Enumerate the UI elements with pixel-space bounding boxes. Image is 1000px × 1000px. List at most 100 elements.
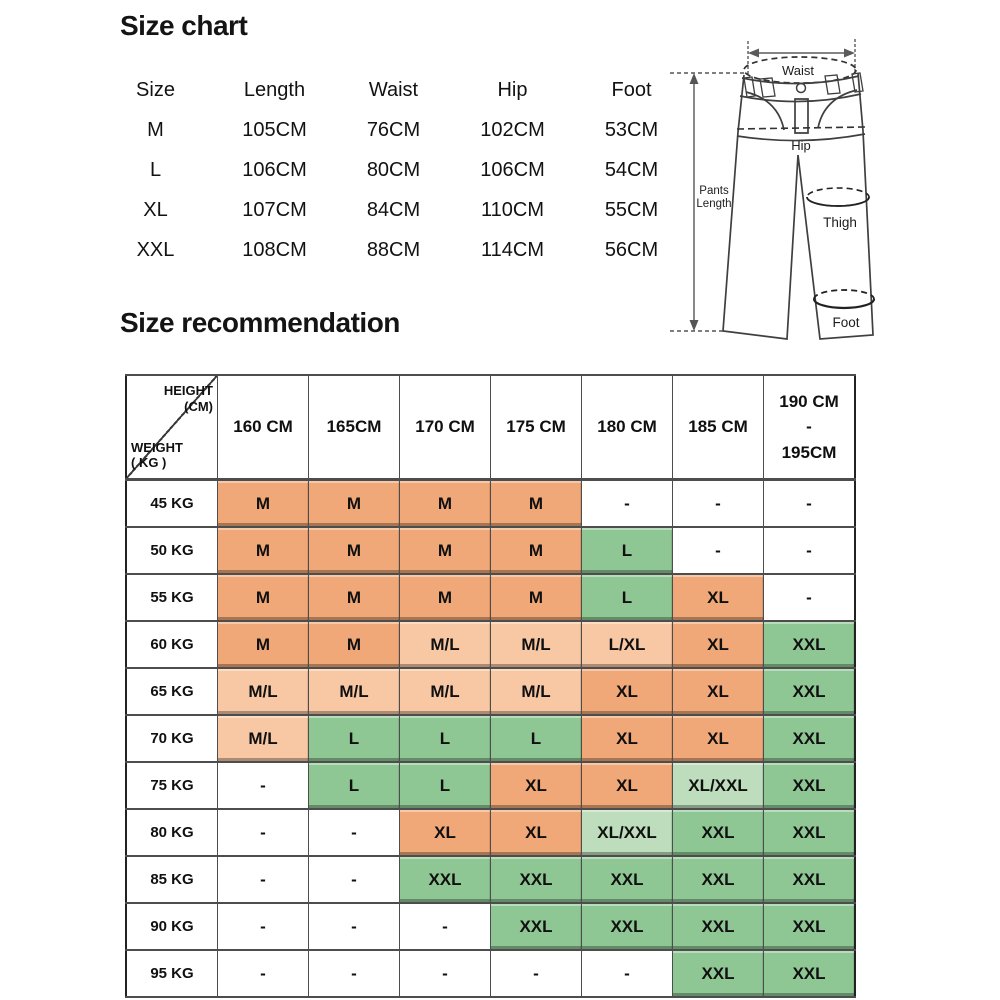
arrowhead-left <box>748 48 759 58</box>
size-chart-value-cell: 102CM <box>480 118 545 141</box>
rec-cell-empty: - <box>217 855 309 904</box>
rec-row: 60 KG M M M/L M/L L/XL XL XXL <box>125 620 856 669</box>
size-chart-value-cell: 56CM <box>604 238 659 261</box>
axis-corner-cell: HEIGHT (CM) WEIGHT ( KG ) <box>125 374 218 481</box>
foot-label: Foot <box>832 315 859 330</box>
rec-cell-size: M <box>308 573 400 622</box>
rec-cell-size: M/L <box>308 667 400 716</box>
rec-row: 65 KG M/L M/L M/L M/L XL XL XXL <box>125 667 856 716</box>
size-chart-row: L 106CM 80CM 106CM 54CM <box>96 150 691 190</box>
rec-cell-size: L <box>581 526 673 575</box>
arrowhead-up <box>689 73 699 84</box>
size-chart-column-header: Foot <box>611 78 652 101</box>
size-chart-value-cell: 107CM <box>242 198 307 221</box>
rec-cell-size: XXL <box>763 761 856 810</box>
waist-label: Waist <box>782 63 814 78</box>
rec-cell-size: M <box>308 478 400 528</box>
rec-row: 75 KG - L L XL XL XL/XXL XXL <box>125 761 856 810</box>
size-chart-column-header: Length <box>243 78 306 101</box>
rec-cell-size: M <box>399 526 491 575</box>
rec-cell-empty: - <box>581 949 673 998</box>
size-chart-size-cell: L <box>149 158 162 181</box>
size-chart-body: M 105CM 76CM 102CM 53CM L 106CM 80CM 106CM 54CM XL… <box>96 110 691 270</box>
rec-cell-size: M <box>217 620 309 669</box>
rec-cell-empty: - <box>308 902 400 951</box>
rec-cell-empty: - <box>308 808 400 857</box>
rec-cell-size: XXL <box>763 620 856 669</box>
size-chart-column-header: Waist <box>368 78 419 101</box>
rec-cell-size: M/L <box>490 620 582 669</box>
rec-cell-empty: - <box>672 478 764 528</box>
rec-cell-size: M/L <box>217 714 309 763</box>
size-chart-table: Size Length Waist Hip Foot M 105CM 76CM 102CM 53… <box>96 70 691 270</box>
rec-cell-size: XL <box>581 761 673 810</box>
rec-cell-size: XXL <box>399 855 491 904</box>
rec-weight-label: 50 KG <box>125 526 218 575</box>
pants-length-arrow <box>670 72 746 332</box>
size-chart-title: Size chart <box>120 10 248 41</box>
rec-cell-size: XL <box>672 667 764 716</box>
rec-height-column-header: 185 CM <box>672 374 764 481</box>
size-chart-value-cell: 106CM <box>480 158 545 181</box>
rec-cell-size: XXL <box>672 855 764 904</box>
rec-body: 45 KG M M M M - - -50 KG M M M M L - -55 KG M M M M L XL -60 … <box>125 478 856 998</box>
rec-row: 50 KG M M M M L - - <box>125 526 856 575</box>
rec-cell-size: XL <box>672 620 764 669</box>
rec-cell-size: XXL <box>490 902 582 951</box>
rec-cell-size: M <box>308 620 400 669</box>
rec-cell-empty: - <box>217 808 309 857</box>
size-chart-row: XL 107CM 84CM 110CM 55CM <box>96 190 691 230</box>
rec-cell-size: XXL <box>581 902 673 951</box>
rec-cell-size: XXL <box>763 808 856 857</box>
foot-ellipse-back <box>813 289 875 300</box>
rec-cell-size: XL <box>490 808 582 857</box>
rec-height-column-header: 170 CM <box>399 374 491 481</box>
size-chart-value-cell: 55CM <box>604 198 659 221</box>
rec-cell-size: L/XL <box>581 620 673 669</box>
rec-cell-size: M/L <box>490 667 582 716</box>
rec-cell-empty: - <box>217 761 309 810</box>
size-chart-size-cell: XXL <box>136 238 175 261</box>
rec-cell-size: XXL <box>763 667 856 716</box>
rec-cell-empty: - <box>672 526 764 575</box>
size-chart-value-cell: 76CM <box>366 118 421 141</box>
rec-weight-label: 80 KG <box>125 808 218 857</box>
rec-cell-size: XL/XXL <box>581 808 673 857</box>
pants-outline <box>722 72 874 340</box>
rec-cell-empty: - <box>581 478 673 528</box>
rec-row: 95 KG - - - - - XXL XXL <box>125 949 856 998</box>
rec-weight-label: 65 KG <box>125 667 218 716</box>
rec-cell-empty: - <box>763 526 856 575</box>
pants-diagram: Waist Hip Thigh Foot <box>670 39 876 340</box>
rec-cell-empty: - <box>490 949 582 998</box>
rec-cell-size: M/L <box>399 620 491 669</box>
size-chart-value-cell: 108CM <box>242 238 307 261</box>
size-chart-size-cell: XL <box>143 198 168 221</box>
rec-weight-label: 45 KG <box>125 478 218 528</box>
rec-cell-size: XXL <box>763 714 856 763</box>
hip-dashed-line <box>736 126 866 130</box>
size-chart-row: XXL 108CM 88CM 114CM 56CM <box>96 230 691 270</box>
hip-label: Hip <box>791 138 811 153</box>
rec-cell-size: M <box>490 573 582 622</box>
rec-cell-empty: - <box>308 949 400 998</box>
rec-cell-empty: - <box>763 573 856 622</box>
size-chart-value-cell: 88CM <box>366 238 421 261</box>
rec-cell-size: L <box>490 714 582 763</box>
rec-cell-size: L <box>308 761 400 810</box>
rec-cell-size: XXL <box>763 949 856 998</box>
rec-cell-size: M <box>217 478 309 528</box>
size-chart-value-cell: 110CM <box>481 198 544 221</box>
rec-cell-size: M/L <box>217 667 309 716</box>
rec-cell-size: XXL <box>672 949 764 998</box>
rec-cell-size: XXL <box>581 855 673 904</box>
rec-cell-size: M <box>399 573 491 622</box>
size-chart-column-header: Size <box>136 78 175 101</box>
rec-height-column-header: 160 CM <box>217 374 309 481</box>
rec-cell-size: XL <box>399 808 491 857</box>
rec-cell-size: M <box>217 526 309 575</box>
rec-cell-size: XL/XXL <box>672 761 764 810</box>
rec-cell-size: M <box>490 526 582 575</box>
rec-cell-size: M <box>308 526 400 575</box>
button-icon <box>795 82 807 94</box>
